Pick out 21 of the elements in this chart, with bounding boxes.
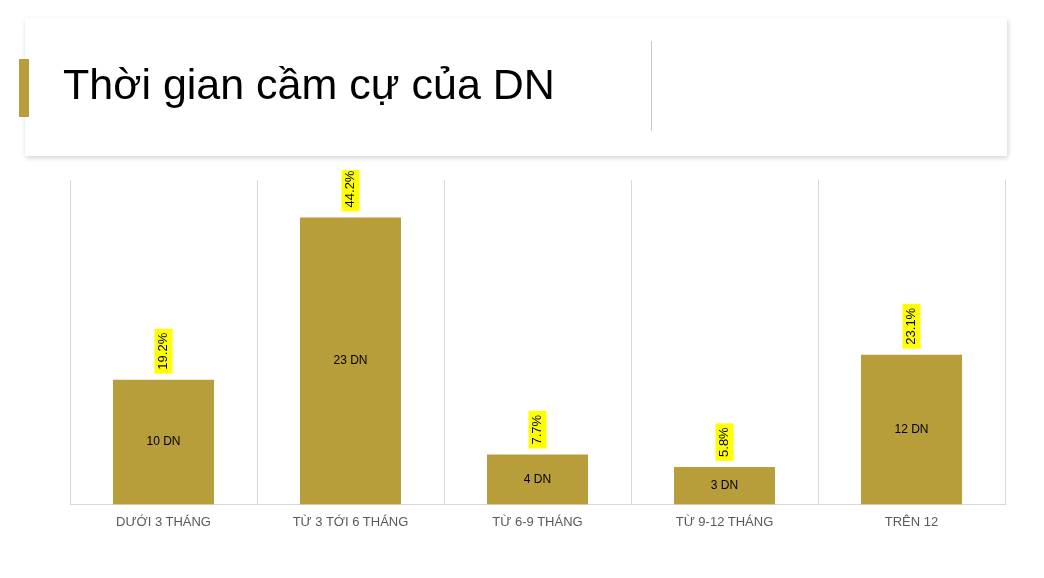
- data-label: 4 DN: [523, 471, 552, 486]
- x-tick-label: TRÊN 12: [884, 513, 939, 529]
- annotation: 7.7%: [529, 414, 545, 445]
- chart-title: Thời gian cầm cự của DN: [63, 60, 555, 109]
- bar: [861, 354, 962, 505]
- x-tick-label: TỪ 3 TỚI 6 THÁNG: [292, 513, 409, 529]
- bar: [674, 466, 775, 505]
- annotation: 5.8%: [716, 426, 732, 457]
- data-label: 12 DN: [894, 421, 929, 436]
- x-tick-label: TỪ 9-12 THÁNG: [675, 513, 774, 529]
- annotation: 19.2%: [155, 332, 171, 370]
- data-label: 10 DN: [146, 434, 181, 449]
- x-tick-label: DƯỚI 3 THÁNG: [116, 513, 211, 529]
- bar: [487, 454, 588, 505]
- annotation: 44.2%: [342, 170, 358, 208]
- x-tick-label: TỪ 6-9 THÁNG: [492, 513, 583, 529]
- annotation: 23.1%: [903, 307, 919, 345]
- bar: [300, 217, 401, 505]
- data-label: 3 DN: [710, 478, 739, 492]
- bar: [113, 379, 214, 505]
- data-label: 23 DN: [333, 353, 368, 368]
